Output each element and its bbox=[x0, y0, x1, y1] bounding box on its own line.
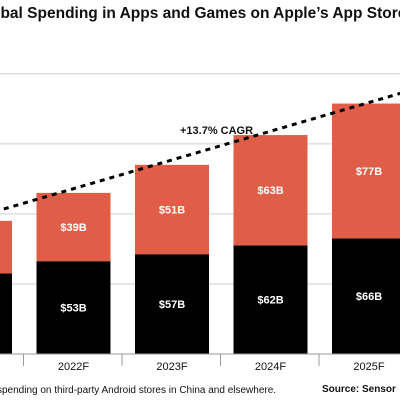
bar-segment bbox=[233, 135, 308, 246]
bar-value-label: $62B bbox=[257, 295, 283, 307]
bar-value-label: $63B bbox=[257, 185, 283, 197]
x-tick-label: 2025F bbox=[353, 361, 384, 373]
bar-value-label: $51B bbox=[159, 205, 185, 217]
bar-segment bbox=[332, 238, 400, 354]
x-tick-label: 2022F bbox=[58, 361, 89, 373]
chart-title: obal Spending in Apps and Games on Apple… bbox=[0, 5, 400, 22]
bar-segment bbox=[0, 220, 12, 274]
bar-value-label: $39B bbox=[60, 222, 86, 234]
bar-value-label: $57B bbox=[159, 299, 185, 311]
bar-value-label: $66B bbox=[356, 291, 382, 303]
cagr-annotation: +13.7% CAGR bbox=[180, 125, 253, 137]
chart-source: Source: Sensor bbox=[322, 384, 396, 395]
x-tick-label: 2024F bbox=[255, 361, 286, 373]
bar-segment bbox=[36, 261, 111, 354]
bar-segment bbox=[135, 164, 209, 255]
bar-segment bbox=[0, 273, 12, 354]
bar-value-label: $53B bbox=[60, 303, 86, 315]
x-tick-label: 2023F bbox=[156, 361, 187, 373]
bar-segment bbox=[135, 254, 209, 354]
bar-segment bbox=[233, 245, 308, 354]
bar-segment bbox=[36, 192, 111, 262]
chart-footnote: spending on third-party Android stores i… bbox=[0, 385, 277, 396]
bar-value-label: $77B bbox=[356, 166, 382, 178]
bar-segment bbox=[332, 103, 400, 239]
